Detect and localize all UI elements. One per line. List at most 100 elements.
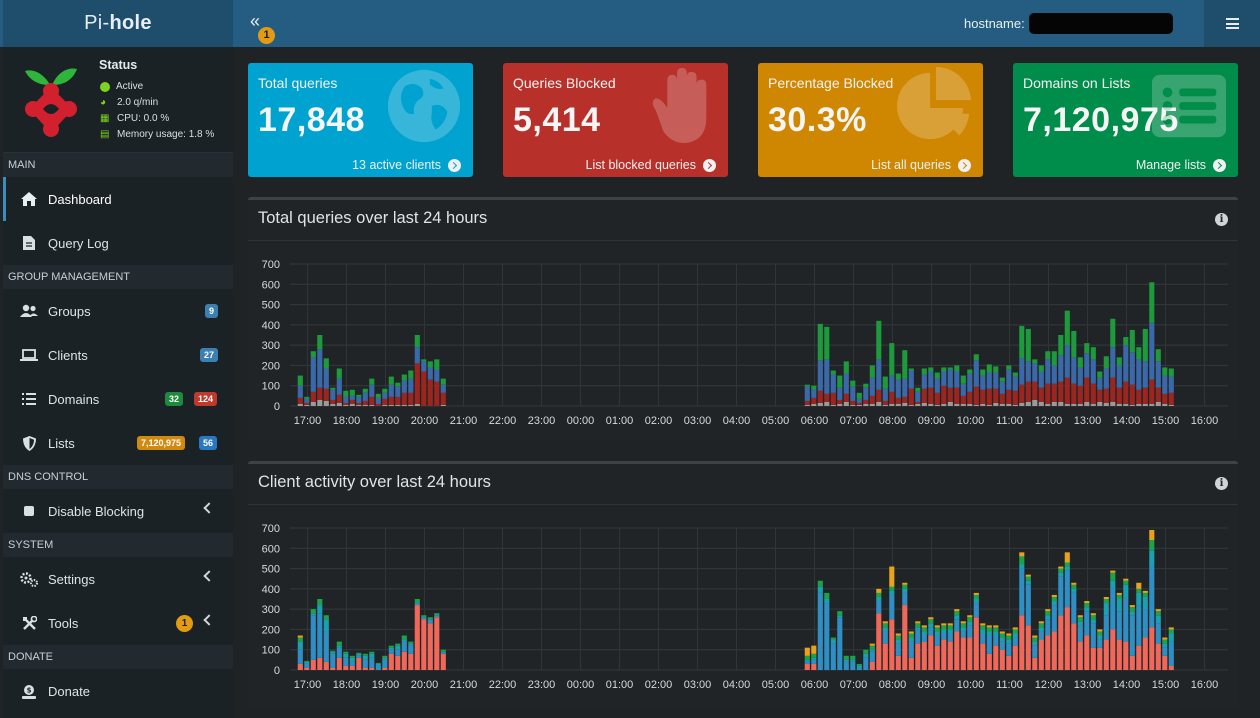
bar-segment[interactable] [1051,601,1057,606]
bar-segment[interactable] [330,650,336,652]
bar-segment[interactable] [1149,379,1155,404]
bar-segment[interactable] [414,347,420,364]
bar-segment[interactable] [1025,361,1031,382]
bar-segment[interactable] [310,659,316,670]
bar-segment[interactable] [1051,596,1057,602]
bar-segment[interactable] [362,392,368,401]
bar-segment[interactable] [895,379,901,398]
bar-segment[interactable] [375,397,381,404]
bar-segment[interactable] [876,401,882,406]
bar-segment[interactable] [830,637,836,640]
bar-segment[interactable] [915,391,921,402]
bar-segment[interactable] [954,371,960,388]
bar-segment[interactable] [421,615,427,618]
bar-segment[interactable] [395,404,401,406]
bar-segment[interactable] [928,617,934,620]
bar-segment[interactable] [1077,617,1083,622]
bar-segment[interactable] [356,652,362,654]
bar-segment[interactable] [986,635,992,654]
bar-segment[interactable] [1129,384,1135,405]
bar-segment[interactable] [297,663,303,670]
bar-segment[interactable] [1097,401,1103,406]
bar-segment[interactable] [928,403,934,406]
sidebar-item-disable-blocking[interactable]: Disable Blocking [3,489,233,533]
bar-segment[interactable] [388,384,394,397]
bar-segment[interactable] [915,629,921,644]
bar-segment[interactable] [1155,361,1161,388]
bar-segment[interactable] [382,398,388,405]
bar-segment[interactable] [1149,566,1155,628]
bar-segment[interactable] [804,400,810,405]
sidebar-item-groups[interactable]: Groups 9 [3,289,233,333]
bar-segment[interactable] [902,582,908,585]
bar-segment[interactable] [317,399,323,406]
bar-segment[interactable] [986,388,992,405]
bar-segment[interactable] [1162,639,1168,644]
bar-segment[interactable] [830,392,836,405]
bar-segment[interactable] [395,386,401,397]
bar-segment[interactable] [804,404,810,406]
bar-segment[interactable] [1084,603,1090,608]
bar-segment[interactable] [343,653,349,658]
bar-segment[interactable] [817,323,823,361]
bar-segment[interactable] [297,375,303,386]
bar-segment[interactable] [349,399,355,404]
bar-segment[interactable] [356,396,362,403]
bar-segment[interactable] [908,641,914,658]
bar-segment[interactable] [1064,570,1070,608]
bar-segment[interactable] [388,647,394,650]
bar-segment[interactable] [388,396,394,405]
bar-segment[interactable] [817,580,823,587]
bar-segment[interactable] [876,389,882,402]
bar-segment[interactable] [941,633,947,640]
bar-segment[interactable] [980,629,986,634]
bar-segment[interactable] [960,631,966,638]
bar-segment[interactable] [921,388,927,403]
bar-segment[interactable] [850,380,856,387]
bar-segment[interactable] [408,641,414,644]
bar-segment[interactable] [960,383,966,396]
bar-segment[interactable] [928,619,934,624]
bar-segment[interactable] [1084,343,1090,354]
bar-segment[interactable] [830,404,836,406]
bar-segment[interactable] [921,641,927,670]
bar-segment[interactable] [330,389,336,400]
bar-segment[interactable] [1006,643,1012,656]
bar-segment[interactable] [973,386,979,405]
bar-segment[interactable] [986,625,992,628]
bar-segment[interactable] [856,402,862,405]
bar-segment[interactable] [369,378,375,385]
bar-segment[interactable] [1136,359,1142,390]
bar-segment[interactable] [297,385,303,398]
bar-segment[interactable] [1051,383,1057,402]
bar-segment[interactable] [310,613,316,616]
bar-segment[interactable] [993,635,999,646]
bar-segment[interactable] [401,404,407,406]
bar-segment[interactable] [382,667,388,670]
bar-segment[interactable] [1116,594,1122,599]
bar-segment[interactable] [882,404,888,406]
bar-segment[interactable] [1071,584,1077,589]
bar-segment[interactable] [934,378,940,393]
bar-segment[interactable] [1110,629,1116,670]
bar-segment[interactable] [921,368,927,375]
bar-segment[interactable] [1142,637,1148,670]
bar-segment[interactable] [1084,401,1090,406]
bar-segment[interactable] [973,594,979,599]
bar-segment[interactable] [1038,639,1044,670]
bar-segment[interactable] [1168,665,1174,670]
bar-segment[interactable] [382,392,388,399]
bar-segment[interactable] [388,653,394,670]
bar-segment[interactable] [1077,403,1083,406]
bar-segment[interactable] [1032,637,1038,642]
bar-segment[interactable] [1077,367,1083,386]
bar-segment[interactable] [811,397,817,404]
bar-segment[interactable] [954,387,960,404]
bar-segment[interactable] [362,659,368,668]
sidebar-item-clients[interactable]: Clients 27 [3,333,233,377]
bar-segment[interactable] [869,377,875,396]
bar-segment[interactable] [817,402,823,406]
bar-segment[interactable] [804,384,810,387]
bar-segment[interactable] [343,404,349,406]
bar-segment[interactable] [863,653,869,658]
